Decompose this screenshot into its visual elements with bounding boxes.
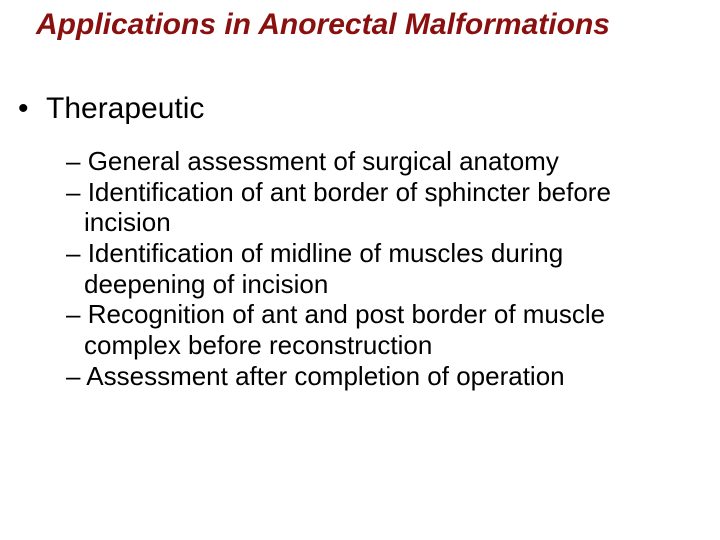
- level2-text: Identification of midline of muscles dur…: [84, 238, 563, 299]
- level2-item: – General assessment of surgical anatomy: [66, 146, 680, 177]
- slide: Applications in Anorectal Malformations …: [0, 0, 720, 540]
- level2-text: Identification of ant border of sphincte…: [84, 177, 611, 238]
- dash-icon: –: [66, 361, 80, 391]
- dash-icon: –: [66, 299, 80, 329]
- level1-text: Therapeutic: [46, 92, 204, 126]
- bullet-icon: •: [18, 92, 46, 126]
- level2-item: – Identification of ant border of sphinc…: [66, 177, 680, 238]
- dash-icon: –: [66, 177, 80, 207]
- level2-item: – Identification of midline of muscles d…: [66, 238, 680, 299]
- level2-item: – Assessment after completion of operati…: [66, 361, 680, 392]
- level2-text: Recognition of ant and post border of mu…: [84, 299, 605, 360]
- level2-block: – General assessment of surgical anatomy…: [66, 146, 680, 391]
- slide-title: Applications in Anorectal Malformations: [36, 8, 700, 42]
- dash-icon: –: [66, 146, 80, 176]
- level1-item: •Therapeutic: [18, 92, 700, 126]
- dash-icon: –: [66, 238, 80, 268]
- level2-text: General assessment of surgical anatomy: [88, 146, 559, 176]
- level2-text: Assessment after completion of operation: [86, 361, 564, 391]
- level2-item: – Recognition of ant and post border of …: [66, 299, 680, 360]
